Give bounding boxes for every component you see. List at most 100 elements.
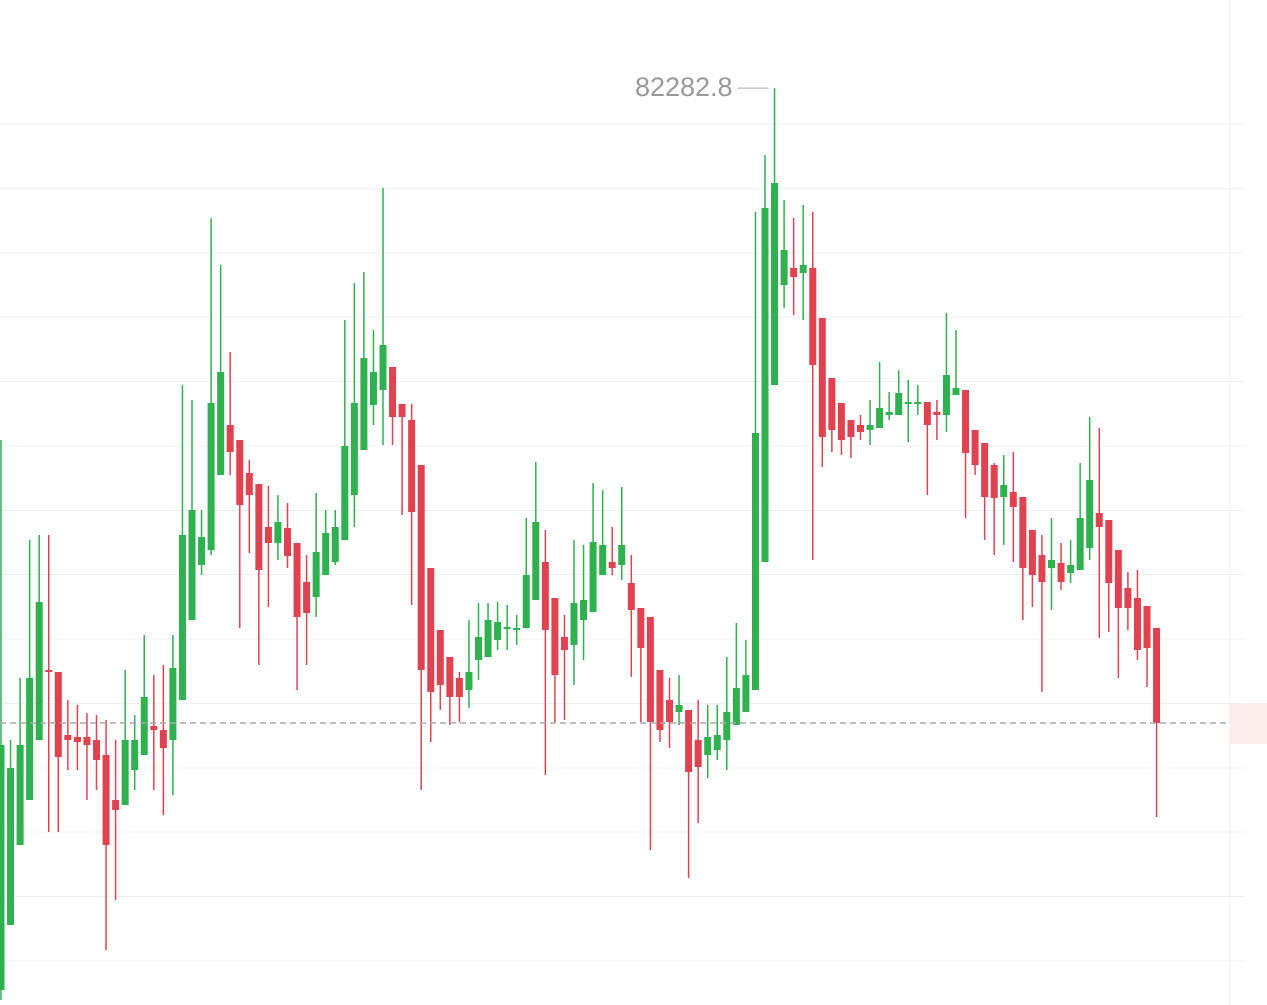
candle-body [532,522,540,600]
candle-body [83,737,91,745]
candle-body [895,393,903,415]
candle-body [1124,588,1132,608]
candle-body [102,755,110,845]
candle-body [828,378,836,430]
candle-body [45,670,53,672]
candle-body [962,390,970,453]
candle-body [1133,598,1141,650]
candle-body [360,358,368,450]
candle-body [226,425,234,452]
candle-body [847,420,855,437]
candle-body [923,402,931,425]
candle-body [618,545,626,565]
candle-body [1153,628,1161,723]
candle-body [885,412,893,415]
candle-body [1009,492,1017,507]
candle-body [1048,560,1055,568]
candle-body [331,527,339,562]
candle-body [7,768,15,925]
candle-body [455,678,463,697]
candle-body [732,688,740,725]
candle-body [293,543,301,617]
candle-body [341,446,349,540]
candle-body [150,726,158,730]
candle-body [322,533,330,575]
candle-body [398,404,406,417]
candle-body [857,425,864,432]
candle-body [723,712,731,740]
candle-body [64,735,72,740]
candle-body [389,367,397,417]
candle-body [369,372,377,405]
candle-body [436,630,444,685]
candle-body [236,440,244,505]
candle-body [971,430,979,465]
candle-body [981,443,989,497]
candle-body [513,628,521,630]
candle-body [580,600,588,620]
candle-body [73,737,81,742]
candle-body [198,537,206,565]
candle-body [484,620,492,657]
candle-body [713,735,721,750]
candle-body [1095,513,1103,527]
candle-body [589,542,597,612]
candle-body [751,433,759,690]
candle-body [837,403,845,440]
candle-body [169,668,177,740]
candle-body [866,425,874,430]
candle-body [503,627,511,629]
candle-body [121,740,129,805]
candle-body [1028,530,1036,575]
candle-body [952,388,960,395]
candle-body [1076,518,1084,570]
candle-body [408,420,416,512]
candle-body [780,250,788,285]
candle-body [809,268,817,365]
candle-body [303,582,311,613]
candle-body [666,700,673,722]
candle-body [1057,563,1065,582]
candle-body [245,473,253,495]
candle-body [417,465,425,670]
candle-body [942,375,950,415]
candle-body [704,737,712,755]
candle-body [646,617,654,722]
candle-body [264,527,272,543]
candle-body [1086,480,1094,548]
candle-body [904,402,912,404]
candle-body [350,403,358,495]
candle-body [627,583,635,610]
candle-body [1067,565,1075,573]
candle-body [570,603,578,645]
candle-body [0,745,5,990]
candle-body [551,598,559,675]
candle-body [914,402,922,404]
candle-body [522,575,530,628]
candle-body [188,510,196,620]
candle-body [675,705,683,712]
candle-body [427,568,435,692]
candle-body [131,740,139,770]
candle-body [1114,550,1122,608]
candle-body [379,345,387,390]
candle-body [54,672,62,757]
candle-body [475,637,482,660]
candle-body [742,675,750,712]
candle-body [494,622,502,640]
candle-body [1000,485,1008,497]
candle-body [933,412,941,415]
candle-body [35,602,43,740]
candle-body [446,657,454,697]
candle-body [799,265,807,273]
candle-body [140,697,148,755]
candle-body [599,545,607,575]
max-label: 82282.8 [635,72,733,102]
candle-body [990,465,998,498]
candle-body [1105,520,1113,583]
candle-body [637,608,645,648]
candle-body [790,268,798,277]
candle-body [541,562,549,630]
candle-body [312,552,320,597]
